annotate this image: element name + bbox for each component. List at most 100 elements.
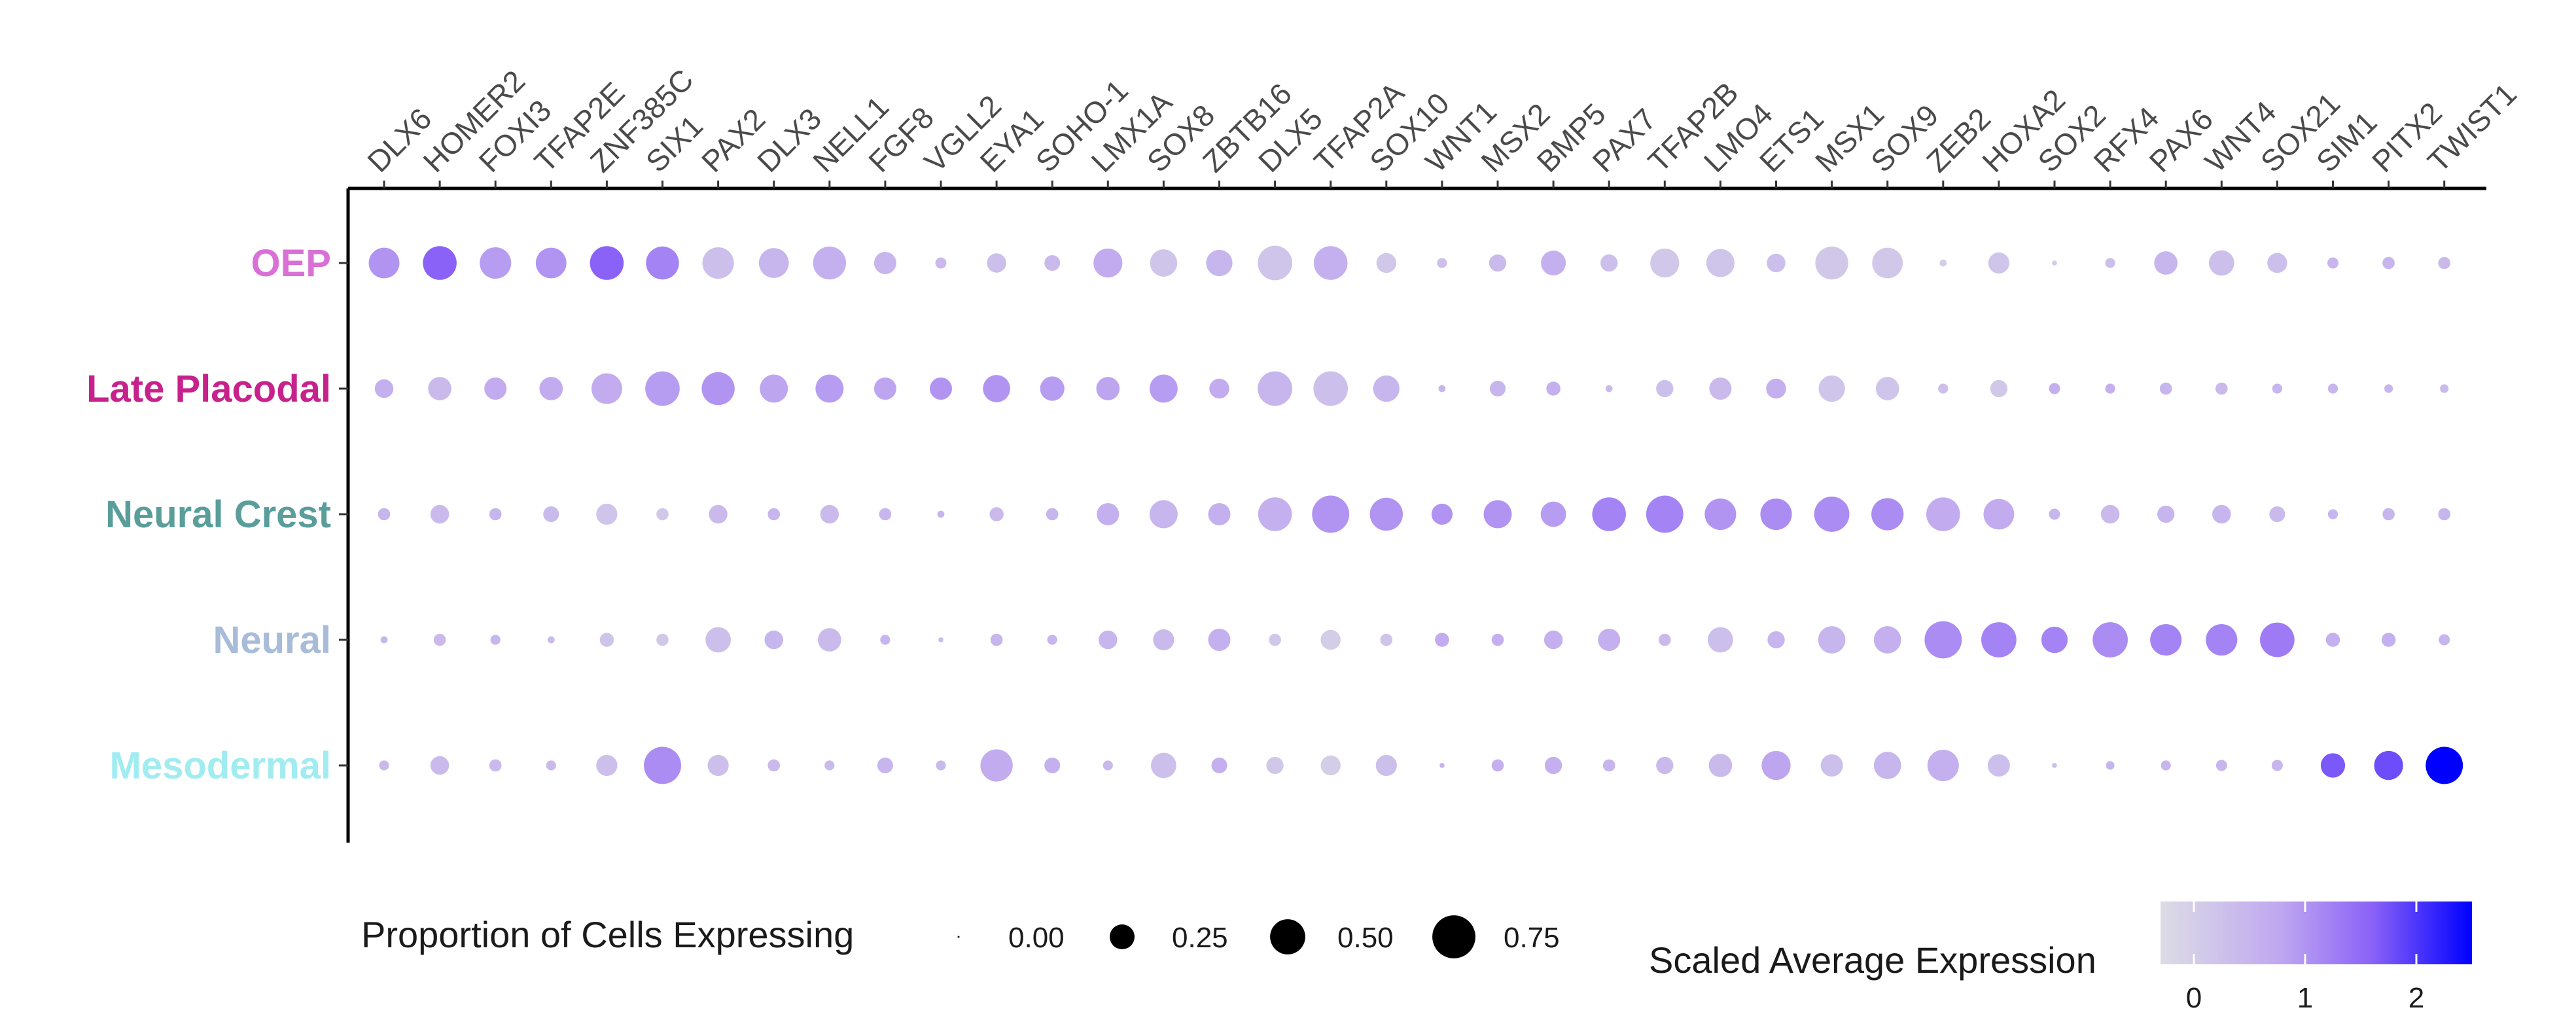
dot-neural-msx2 <box>1491 633 1504 646</box>
dot-neural-crest-zbtb16 <box>1208 503 1231 525</box>
dot-neural-pax2 <box>705 627 731 653</box>
size-legend-label: 0.25 <box>1172 922 1228 954</box>
dot-oep-sox10 <box>1376 253 1397 273</box>
dot-neural-crest-sox8 <box>1149 500 1178 529</box>
group-label-neural: Neural <box>213 619 331 661</box>
dot-oep-vgll2 <box>935 257 947 269</box>
dot-mesodermal-tfap2a <box>1320 755 1341 776</box>
dot-neural-crest-hoxa2 <box>1983 499 2015 530</box>
dot-neural-zeb2 <box>1924 621 1962 659</box>
dot-neural-ets1 <box>1767 631 1785 649</box>
dot-mesodermal-ets1 <box>1761 750 1791 780</box>
color-legend-tick-label: 1 <box>2297 982 2313 1014</box>
dot-late-placodal-sox8 <box>1149 374 1178 403</box>
dot-neural-crest-nell1 <box>820 504 839 524</box>
dot-neural-crest-tfap2e <box>543 506 559 523</box>
dot-neural-crest-soho-1 <box>1046 508 1059 521</box>
dot-neural-sox9 <box>1873 626 1901 654</box>
dot-mesodermal-homer2 <box>430 756 450 775</box>
dot-mesodermal-pax2 <box>707 754 729 777</box>
gene-label-pax2: PAX2 <box>695 102 772 179</box>
size-legend-dot <box>1432 915 1475 958</box>
dot-mesodermal-hoxa2 <box>1987 754 2010 777</box>
group-label-oep: OEP <box>251 242 332 285</box>
dot-mesodermal-eya1 <box>980 749 1013 782</box>
dot-late-placodal-dlx6 <box>374 379 394 398</box>
dot-mesodermal-dlx5 <box>1266 756 1284 775</box>
dot-oep-sox9 <box>1872 247 1903 279</box>
dot-oep-twist1 <box>2438 256 2451 270</box>
dot-late-placodal-sim1 <box>2327 383 2338 394</box>
dot-mesodermal-zbtb16 <box>1211 757 1227 774</box>
dot-neural-rfx4 <box>2092 622 2128 657</box>
dot-mesodermal-znf385c <box>596 754 618 777</box>
dot-oep-fgf8 <box>873 252 896 274</box>
dot-mesodermal-tfap2e <box>546 760 556 771</box>
color-legend-tick-label: 2 <box>2408 982 2424 1014</box>
dot-oep-hoxa2 <box>1988 252 2010 274</box>
dot-oep-tfap2a <box>1313 246 1348 280</box>
size-legend-label: 0.00 <box>1008 922 1065 954</box>
dot-neural-wnt1 <box>1435 633 1449 647</box>
dot-oep-dlx5 <box>1258 245 1292 281</box>
dot-neural-crest-sox2 <box>2049 508 2060 520</box>
dot-oep-tfap2e <box>535 247 567 279</box>
dot-late-placodal-soho-1 <box>1040 376 1065 401</box>
dot-late-placodal-sox21 <box>2272 383 2283 394</box>
size-legend-label: 0.75 <box>1504 922 1560 954</box>
dot-neural-sim1 <box>2325 633 2340 647</box>
dot-late-placodal-pitx2 <box>2384 384 2393 393</box>
dot-late-placodal-zeb2 <box>1938 383 1949 394</box>
dot-oep-zbtb16 <box>1206 249 1233 277</box>
dot-late-placodal-wnt4 <box>2215 382 2228 395</box>
group-label-mesodermal: Mesodermal <box>110 744 331 787</box>
dot-neural-crest-sim1 <box>2327 509 2338 519</box>
color-legend: Scaled Average Expression 0 1 2 <box>1649 902 2472 1014</box>
dot-mesodermal-foxi3 <box>489 759 502 772</box>
dot-late-placodal-homer2 <box>428 377 451 400</box>
dot-late-placodal-wnt1 <box>1438 385 1446 393</box>
dot-late-placodal-hoxa2 <box>1990 379 2008 398</box>
dot-late-placodal-bmp5 <box>1546 381 1561 396</box>
size-legend-dot <box>1109 924 1135 950</box>
dot-oep-tfap2b <box>1650 248 1680 278</box>
dot-oep-eya1 <box>987 253 1006 273</box>
dot-oep-ets1 <box>1767 253 1786 273</box>
dot-oep-pax2 <box>702 247 734 279</box>
dot-neural-crest-rfx4 <box>2100 504 2120 524</box>
size-legend-dot <box>1270 919 1305 954</box>
dot-neural-crest-tfap2a <box>1312 495 1350 533</box>
dot-mesodermal-rfx4 <box>2106 761 2115 770</box>
dot-neural-crest-znf385c <box>596 503 618 525</box>
dot-neural-crest-twist1 <box>2438 508 2451 521</box>
dot-mesodermal-msx1 <box>1820 754 1843 777</box>
dot-neural-soho-1 <box>1047 635 1057 645</box>
dot-late-placodal-pax7 <box>1605 385 1613 393</box>
dot-neural-crest-dlx6 <box>378 508 391 521</box>
dot-oep-sox8 <box>1150 249 1178 277</box>
dot-neural-crest-fgf8 <box>879 508 892 521</box>
dot-late-placodal-fgf8 <box>873 377 896 400</box>
dot-neural-crest-pax6 <box>2157 505 2175 523</box>
size-legend-dot <box>957 936 960 938</box>
dot-mesodermal-lmx1a <box>1103 760 1113 771</box>
dot-oep-dlx6 <box>368 247 400 279</box>
dot-mesodermal-soho-1 <box>1044 757 1061 774</box>
dot-neural-crest-homer2 <box>430 504 450 524</box>
dot-oep-soho-1 <box>1044 254 1061 271</box>
dot-neural-eya1 <box>990 633 1003 646</box>
group-label-neural-crest: Neural Crest <box>105 493 331 536</box>
dot-oep-sox2 <box>2052 260 2057 266</box>
dot-late-placodal-eya1 <box>983 375 1010 402</box>
gene-label-dlx3: DLX3 <box>750 101 828 179</box>
dot-oep-bmp5 <box>1541 250 1566 276</box>
dot-late-placodal-twist1 <box>2440 384 2449 393</box>
dot-late-placodal-pax6 <box>2159 382 2172 395</box>
dot-late-placodal-nell1 <box>815 374 844 403</box>
dot-neural-crest-bmp5 <box>1540 501 1566 527</box>
dot-mesodermal-pax7 <box>1602 759 1615 772</box>
dot-oep-dlx3 <box>758 248 789 278</box>
dot-mesodermal-sim1 <box>2320 753 2346 778</box>
dot-late-placodal-dlx5 <box>1258 371 1292 406</box>
